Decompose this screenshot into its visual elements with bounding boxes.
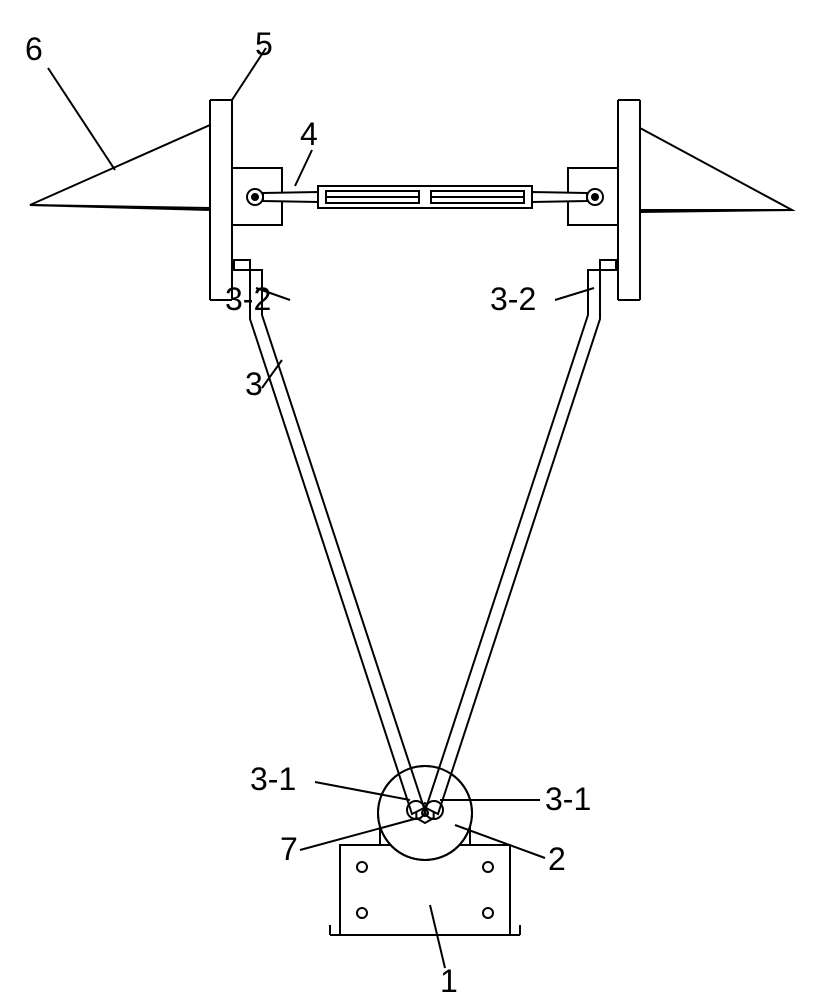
label-3-1-right: 3-1	[545, 781, 591, 817]
label-3-2-right: 3-2	[490, 281, 536, 317]
label-3: 3	[245, 366, 263, 402]
label-7: 7	[280, 831, 298, 867]
label-2: 2	[548, 841, 566, 877]
label-3-1: 3-1	[250, 761, 296, 797]
label-4: 4	[300, 116, 318, 152]
label-5: 5	[255, 26, 273, 62]
label-1: 1	[440, 963, 458, 999]
label-6: 6	[25, 31, 43, 67]
label-3-2-left: 3-2	[225, 281, 271, 317]
